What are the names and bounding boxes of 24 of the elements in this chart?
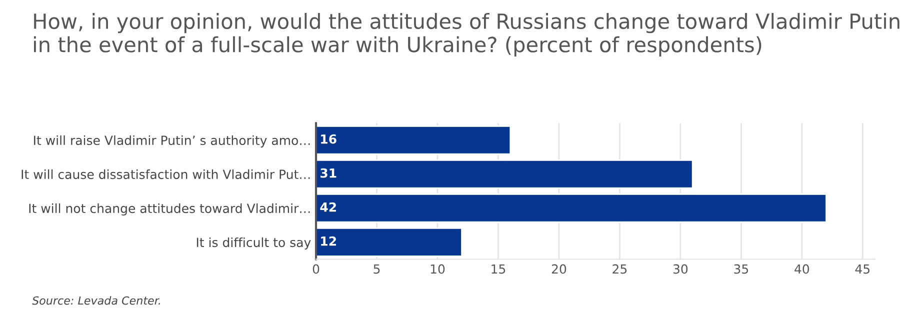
x-tick-label: 25 [612,264,627,274]
y-tick-label: It will cause dissatisfaction with Vladimir Put… [22,169,310,180]
y-tick-label: It is difficult to say [196,237,311,250]
x-tick-label: 45 [855,264,870,274]
x-tick-label: 35 [734,264,748,274]
bar [316,194,827,223]
x-tick-label: 40 [794,264,810,274]
bar [316,228,462,257]
x-tick-label: 5 [374,264,380,274]
data-label: 42 [320,202,336,212]
x-tick-label: 20 [552,264,566,274]
data-label: 16 [321,134,336,144]
source-note: Source: Levada Center. [32,296,160,305]
y-tick-label: It will raise Vladimir Putin’ s authority amo… [34,135,310,148]
x-tick-label: 0 [312,264,320,274]
x-tick-label: 30 [673,264,688,274]
data-label: 31 [320,168,336,178]
x-tick-label: 15 [492,264,506,274]
data-label: 12 [321,236,336,246]
bar [316,160,694,189]
chart-title: How, in your opinion, would the attitudes of Russians change toward Vladimir Putin in the event of a full-scale war with Ukraine? (percent of respondents) [34,12,900,56]
x-tick-label: 10 [430,264,445,274]
y-tick-label: It will not change attitudes toward Vladimir… [29,203,310,216]
bar [316,125,512,155]
